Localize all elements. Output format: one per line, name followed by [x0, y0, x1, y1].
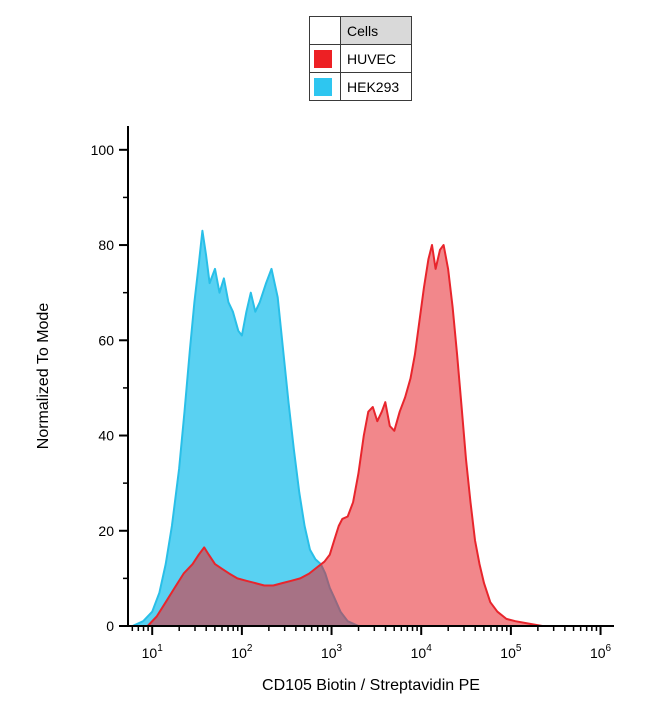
x-axis-label: CD105 Biotin / Streptavidin PE: [262, 677, 480, 694]
legend-label-hek293: HEK293: [340, 72, 412, 101]
svg-text:20: 20: [98, 523, 114, 539]
hek293-color-swatch: [314, 77, 332, 96]
svg-text:100: 100: [91, 142, 115, 158]
svg-text:102: 102: [231, 643, 253, 661]
svg-text:40: 40: [98, 428, 114, 444]
svg-text:101: 101: [142, 643, 164, 661]
svg-text:60: 60: [98, 332, 114, 348]
legend-header-swatch-cell: [309, 16, 341, 45]
svg-text:80: 80: [98, 237, 114, 253]
legend-item-hek293: HEK293: [309, 72, 412, 101]
svg-text:105: 105: [500, 643, 522, 661]
legend: Cells HUVEC HEK293: [309, 16, 412, 101]
legend-item-huvec: HUVEC: [309, 44, 412, 73]
y-axis-label: Normalized To Mode: [35, 302, 52, 450]
svg-text:103: 103: [321, 643, 343, 661]
svg-text:106: 106: [590, 643, 612, 661]
legend-title: Cells: [340, 16, 412, 45]
legend-header-row: Cells: [309, 16, 412, 45]
huvec-color-swatch: [314, 49, 332, 68]
legend-label-huvec: HUVEC: [340, 44, 412, 73]
svg-text:104: 104: [411, 643, 433, 661]
svg-text:0: 0: [106, 618, 114, 634]
